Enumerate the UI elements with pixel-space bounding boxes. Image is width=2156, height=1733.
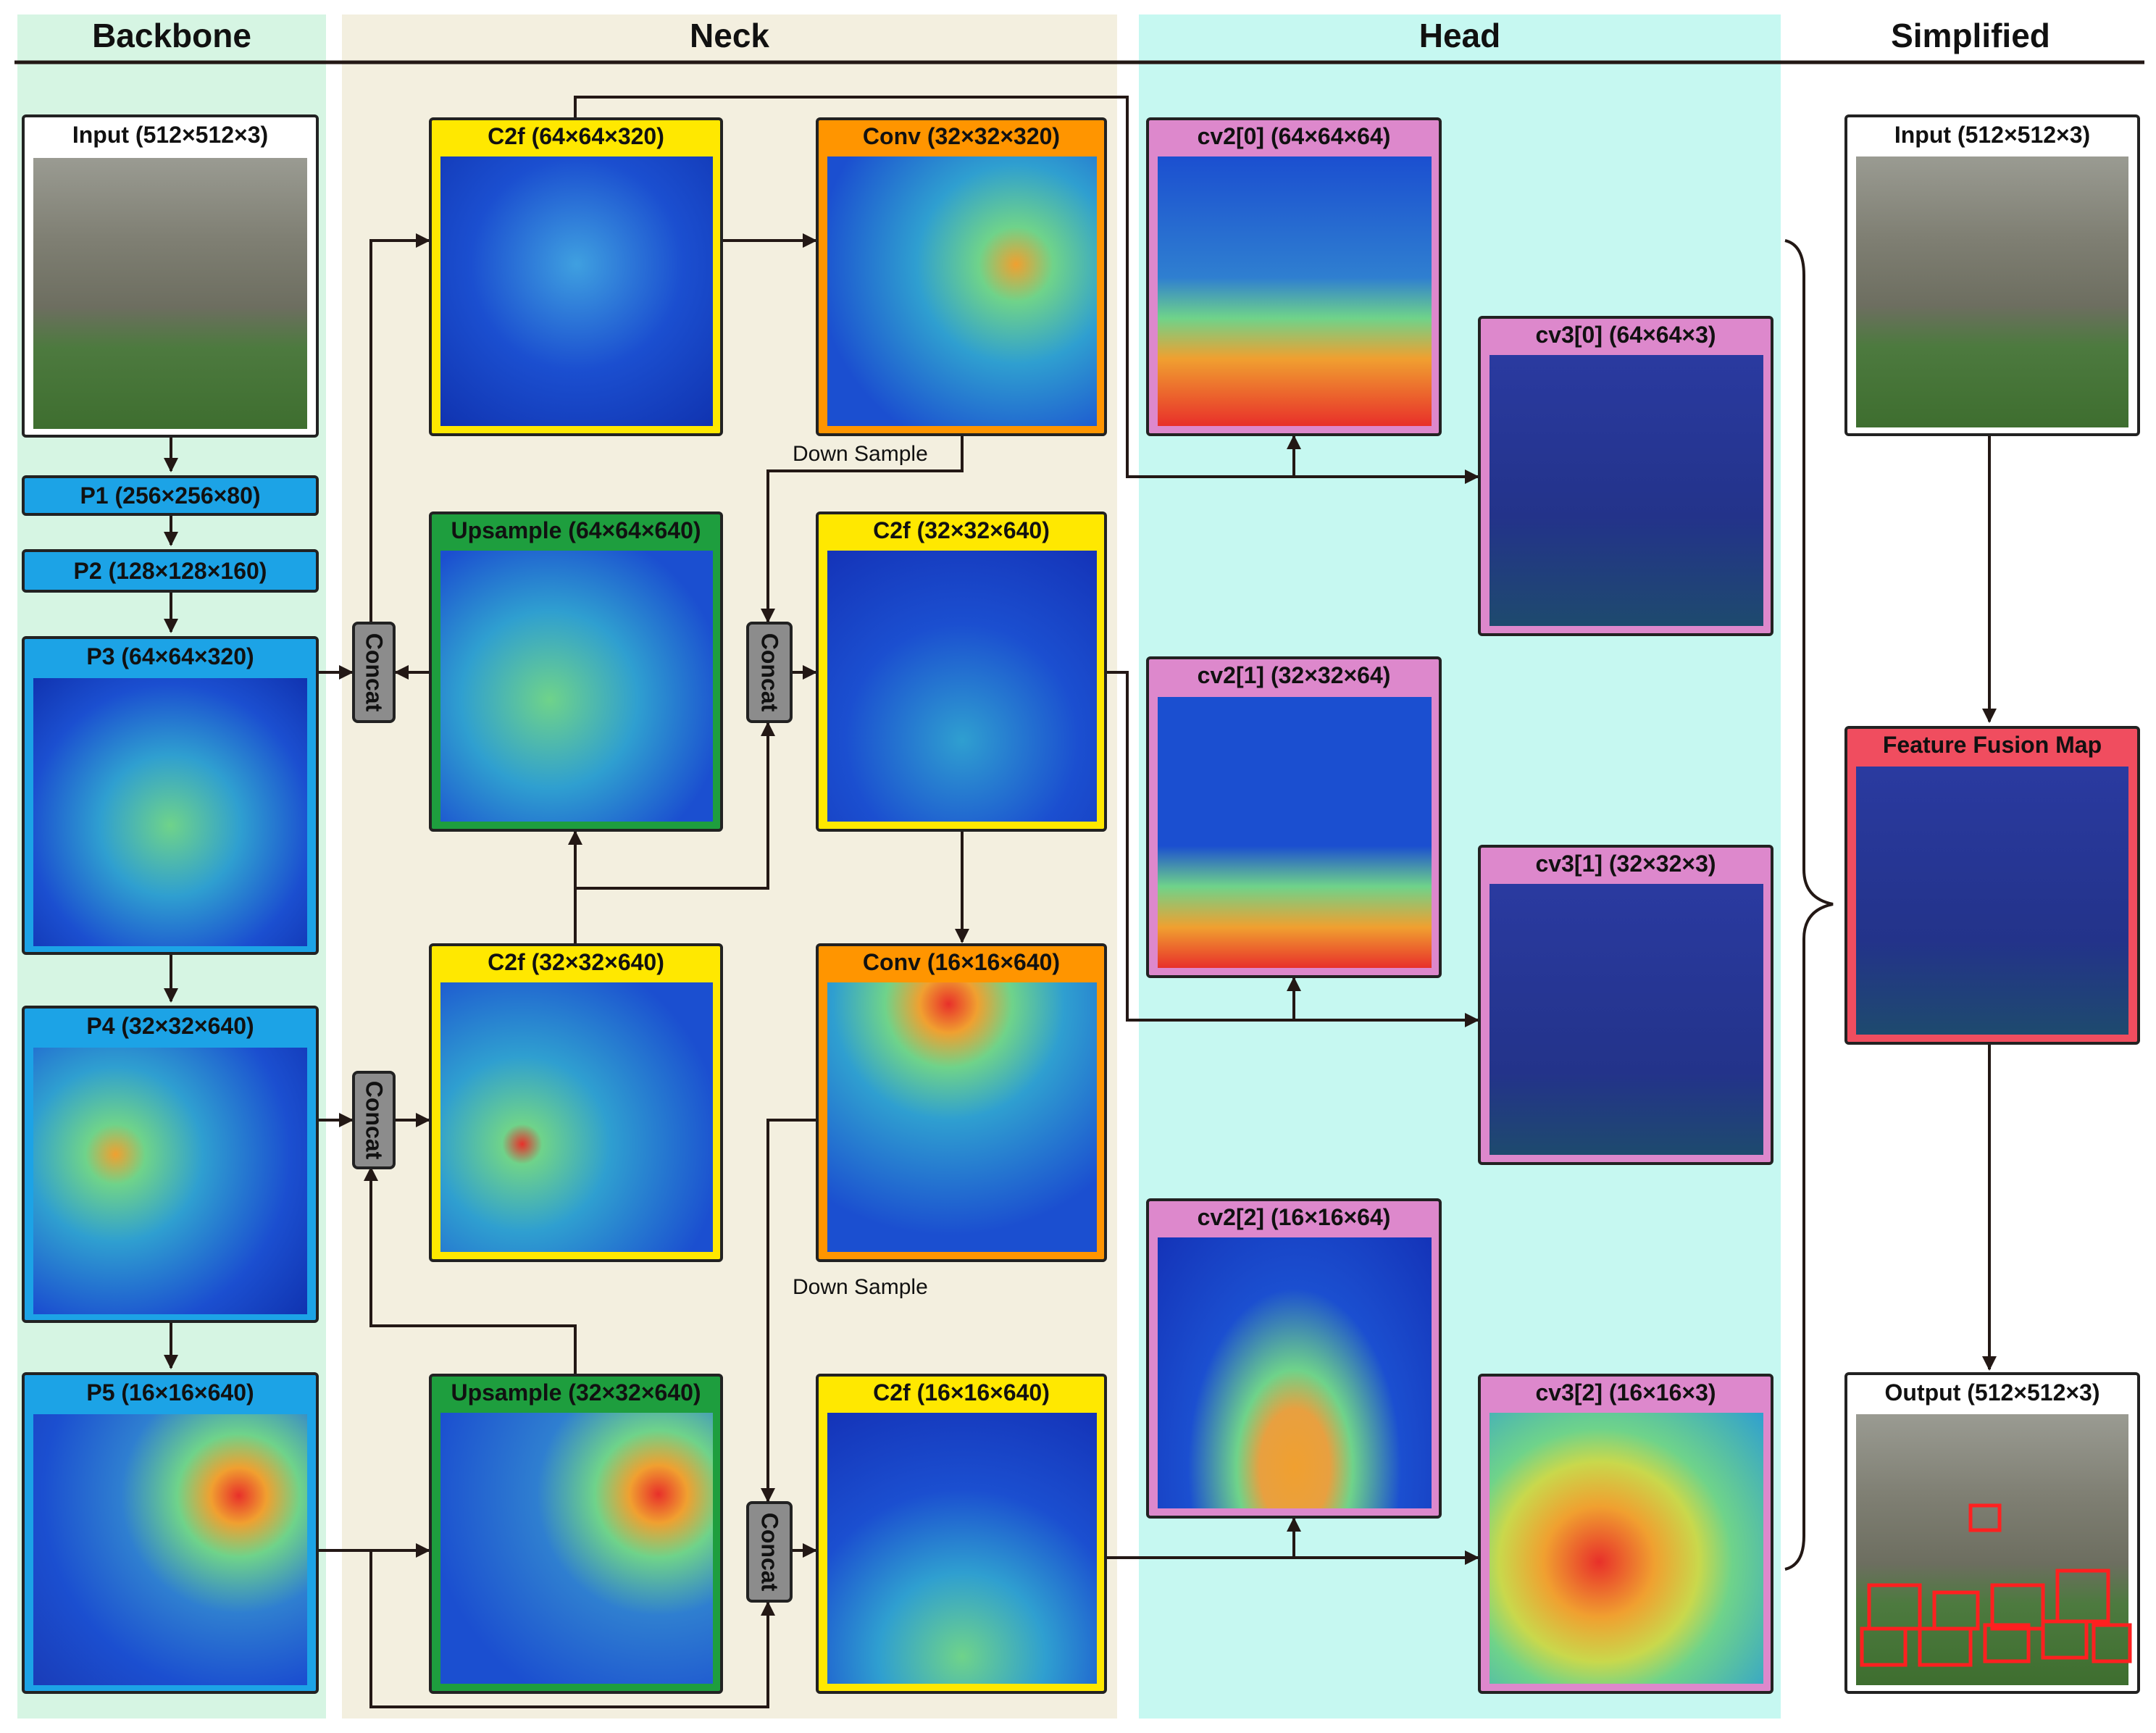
p3-box: P3 (64×64×320): [22, 636, 319, 955]
concat-label-2: Concat: [756, 632, 783, 712]
head-cv2-2-box: cv2[2] (16×16×64): [1146, 1198, 1442, 1519]
p3-label: P3 (64×64×320): [86, 643, 254, 669]
simplified-input-box: Input (512×512×3): [1844, 114, 2140, 436]
head-cv2-0-box: cv2[0] (64×64×64): [1146, 117, 1442, 436]
head-cv3-2-box: cv3[2] (16×16×3): [1478, 1374, 1773, 1694]
neck-conv-mid-heatmap: [827, 982, 1097, 1252]
neck-c2f-bottom-label: C2f (16×16×640): [873, 1379, 1050, 1406]
p2-label: P2 (128×128×160): [73, 558, 267, 584]
neck-upsample-top-box: Upsample (64×64×640): [429, 511, 723, 832]
neck-conv-top-label: Conv (32×32×320): [862, 123, 1061, 149]
neck-c2f-mid-right-label: C2f (32×32×640): [873, 517, 1050, 543]
neck-c2f-top-box: C2f (64×64×320): [429, 117, 723, 436]
p1-label: P1 (256×256×80): [80, 483, 261, 509]
simplified-output-image: [1856, 1414, 2128, 1685]
neck-conv-mid-box: Conv (16×16×640): [816, 943, 1107, 1262]
neck-c2f-mid-left-heatmap: [440, 982, 713, 1252]
head-cv2-2-heatmap: [1158, 1237, 1432, 1508]
neck-c2f-top-label: C2f (64×64×320): [488, 123, 664, 149]
neck-c2f-mid-right-heatmap: [827, 551, 1097, 822]
backbone-title: Backbone: [92, 17, 251, 54]
concat-block-4: Concat: [746, 1501, 793, 1603]
p4-label: P4 (32×32×640): [86, 1013, 254, 1039]
backbone-input-label: Input (512×512×3): [72, 122, 269, 148]
neck-conv-top-box: Conv (32×32×320): [816, 117, 1107, 436]
p5-box: P5 (16×16×640): [22, 1372, 319, 1694]
head-cv3-1-label: cv3[1] (32×32×3): [1535, 851, 1716, 877]
detection-boxes: [1860, 1503, 2132, 1667]
head-cv2-0-heatmap: [1158, 156, 1432, 426]
neck-c2f-bottom-box: C2f (16×16×640): [816, 1374, 1107, 1694]
down-sample-note-bottom: Down Sample: [793, 1275, 928, 1299]
backbone-input-box: Input (512×512×3): [22, 114, 319, 438]
head-cv3-2-label: cv3[2] (16×16×3): [1535, 1379, 1716, 1406]
p3-heatmap: [33, 678, 307, 946]
head-cv3-1-heatmap: [1489, 884, 1763, 1155]
simplified-output-label: Output (512×512×3): [1884, 1379, 2100, 1406]
head-cv2-1-box: cv2[1] (32×32×64): [1146, 656, 1442, 978]
feature-fusion-label: Feature Fusion Map: [1882, 732, 2102, 758]
down-sample-note-top: Down Sample: [793, 442, 928, 466]
neck-upsample-top-heatmap: [440, 551, 713, 822]
head-cv3-0-label: cv3[0] (64×64×3): [1535, 322, 1716, 348]
neck-conv-mid-label: Conv (16×16×640): [862, 949, 1061, 975]
p4-heatmap: [33, 1048, 307, 1314]
concat-label-1: Concat: [361, 632, 388, 712]
p4-box: P4 (32×32×640): [22, 1006, 319, 1323]
head-cv2-2-label: cv2[2] (16×16×64): [1197, 1204, 1391, 1230]
head-cv3-1-box: cv3[1] (32×32×3): [1478, 845, 1773, 1165]
neck-c2f-mid-right-box: C2f (32×32×640): [816, 511, 1107, 832]
feature-fusion-heatmap: [1856, 767, 2128, 1035]
simplified-title: Simplified: [1891, 17, 2050, 54]
concat-label-4: Concat: [756, 1512, 783, 1592]
concat-label-3: Concat: [361, 1080, 388, 1160]
neck-conv-top-heatmap: [827, 156, 1097, 426]
head-cv3-0-box: cv3[0] (64×64×3): [1478, 316, 1773, 636]
neck-c2f-top-heatmap: [440, 156, 713, 426]
neck-upsample-bottom-heatmap: [440, 1413, 713, 1684]
p5-heatmap: [33, 1414, 307, 1685]
neck-title: Neck: [690, 17, 769, 54]
head-cv3-0-heatmap: [1489, 355, 1763, 626]
input-image: [33, 158, 307, 429]
neck-upsample-bottom-label: Upsample (32×32×640): [451, 1379, 701, 1406]
head-cv3-2-heatmap: [1489, 1413, 1763, 1684]
p2-box: P2 (128×128×160): [22, 549, 319, 593]
simplified-input-image: [1856, 156, 2128, 427]
concat-block-1: Concat: [352, 622, 396, 723]
neck-upsample-bottom-box: Upsample (32×32×640): [429, 1374, 723, 1694]
head-cv2-1-label: cv2[1] (32×32×64): [1197, 662, 1391, 688]
head-cv2-1-heatmap: [1158, 697, 1432, 968]
concat-block-2: Concat: [746, 622, 793, 723]
simplified-input-label: Input (512×512×3): [1894, 122, 2091, 148]
concat-block-3: Concat: [352, 1071, 396, 1169]
neck-upsample-top-label: Upsample (64×64×640): [451, 517, 701, 543]
head-cv2-0-label: cv2[0] (64×64×64): [1197, 123, 1391, 149]
p5-label: P5 (16×16×640): [86, 1379, 254, 1406]
simplified-output-box: Output (512×512×3): [1844, 1372, 2140, 1694]
neck-c2f-bottom-heatmap: [827, 1413, 1097, 1684]
head-title: Head: [1418, 17, 1501, 54]
neck-c2f-mid-left-label: C2f (32×32×640): [488, 949, 664, 975]
p1-box: P1 (256×256×80): [22, 475, 319, 516]
neck-c2f-mid-left-box: C2f (32×32×640): [429, 943, 723, 1262]
feature-fusion-box: Feature Fusion Map: [1844, 726, 2140, 1045]
